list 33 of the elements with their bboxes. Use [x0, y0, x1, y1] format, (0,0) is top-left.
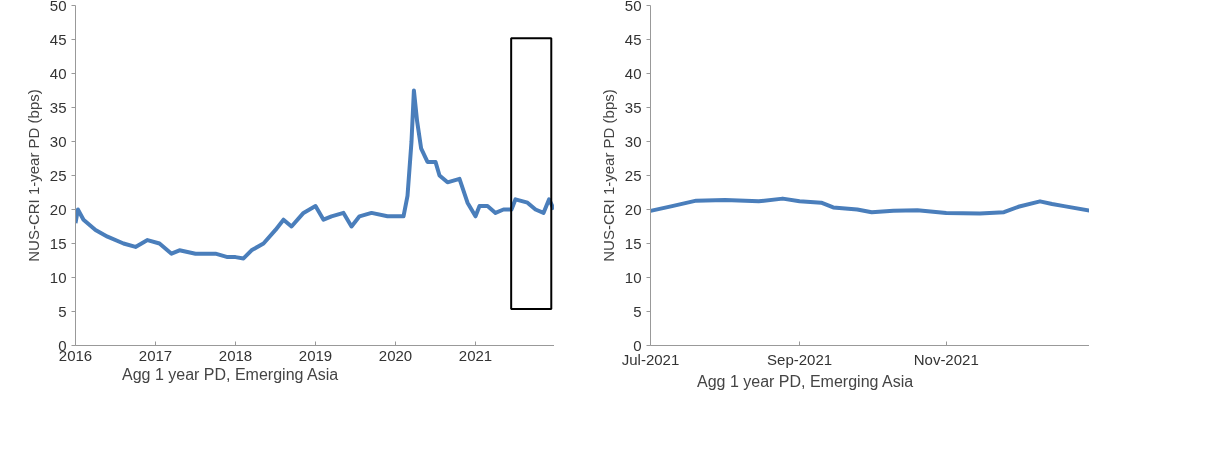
x-tick-label: 2020	[378, 346, 413, 364]
y-tick-label: 30	[624, 132, 642, 150]
x-tick-label: Sep-2021	[767, 350, 833, 368]
line-series	[75, 88, 554, 261]
y-axis-title: NUS-CRI 1-year PD (bps)	[24, 89, 42, 262]
y-tick-label: 50	[49, 0, 67, 14]
y-tick-label: 35	[624, 98, 642, 116]
y-tick-label: 20	[49, 200, 67, 218]
y-tick-label: 10	[624, 268, 642, 286]
x-tick-label: 2017	[138, 346, 173, 364]
text: Agg 1 year PD, Emerging Asia	[122, 366, 339, 384]
y-tick-label: 25	[49, 166, 67, 184]
y-axis-title: NUS-CRI 1-year PD (bps)	[599, 89, 617, 262]
x-tick-label: 2018	[218, 346, 253, 364]
line-series	[650, 196, 1089, 216]
y-tick-label: 5	[58, 302, 67, 320]
text: Agg 1 year PD, Emerging Asia	[697, 373, 914, 391]
x-tick-label: 2021	[458, 346, 493, 364]
y-tick-label: 50	[624, 0, 642, 14]
y-tick-label: 45	[49, 30, 67, 48]
y-tick-label: 15	[624, 234, 642, 252]
y-tick-label: 10	[49, 268, 67, 286]
y-tick-label: 5	[633, 302, 642, 320]
y-tick-label: 15	[49, 234, 67, 252]
y-tick-label: 25	[624, 166, 642, 184]
x-tick-label: Nov-2021	[913, 350, 979, 368]
y-tick-label: 20	[624, 200, 642, 218]
y-tick-label: 45	[624, 30, 642, 48]
y-tick-label: 35	[49, 98, 67, 116]
y-tick-label: 30	[49, 132, 67, 150]
y-tick-label: 40	[49, 64, 67, 82]
x-tick-label: 2019	[298, 346, 333, 364]
y-tick-label: 40	[624, 64, 642, 82]
